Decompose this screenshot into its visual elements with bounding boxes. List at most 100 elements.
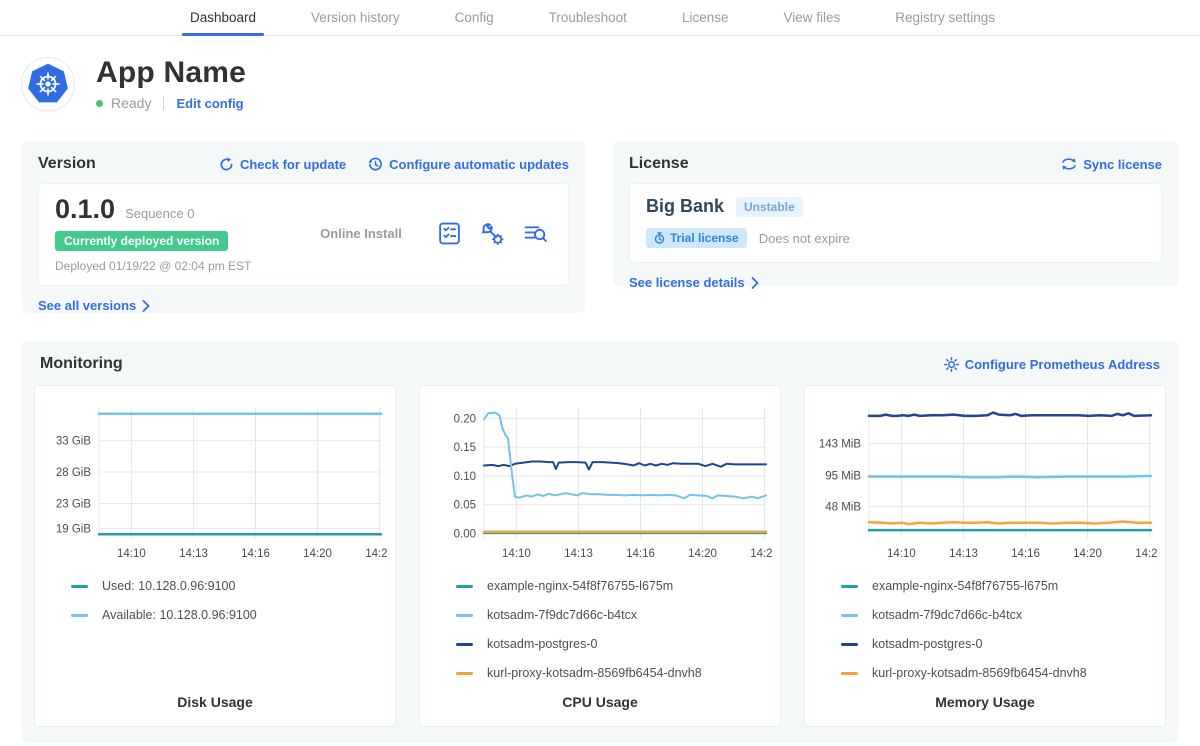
legend-item: kotsadm-postgres-0: [841, 637, 1159, 651]
legend-label: example-nginx-54f8f76755-l675m: [487, 579, 673, 593]
legend-item: kurl-proxy-kotsadm-8569fb6454-dnvh8: [456, 666, 774, 680]
tab-config[interactable]: Config: [455, 0, 494, 35]
legend-swatch: [71, 585, 88, 588]
chevron-right-icon: [142, 300, 150, 312]
legend-item: kurl-proxy-kotsadm-8569fb6454-dnvh8: [841, 666, 1159, 680]
svg-text:14:13: 14:13: [179, 548, 208, 560]
configure-prometheus-link[interactable]: Configure Prometheus Address: [944, 357, 1160, 372]
legend-item: Available: 10.128.0.96:9100: [71, 608, 389, 622]
license-card: License Sync license Big Bank: [613, 141, 1178, 286]
current-version-row: 0.1.0 Sequence 0 Currently deployed vers…: [38, 183, 569, 286]
svg-text:23 GiB: 23 GiB: [56, 498, 91, 510]
currently-deployed-badge: Currently deployed version: [55, 231, 228, 251]
deploy-logs-icon[interactable]: [523, 221, 548, 246]
svg-text:14:16: 14:16: [241, 548, 270, 560]
legend-swatch: [456, 614, 473, 617]
sync-icon: [1061, 157, 1077, 171]
see-license-details-link[interactable]: See license details: [629, 275, 759, 290]
legend-swatch: [841, 672, 858, 675]
svg-text:14:20: 14:20: [688, 548, 717, 560]
legend-label: Available: 10.128.0.96:9100: [102, 608, 257, 622]
version-card: Version Check for update: [22, 141, 585, 313]
tab-registry-settings[interactable]: Registry settings: [895, 0, 995, 35]
legend-swatch: [841, 643, 858, 646]
svg-text:0.05: 0.05: [454, 500, 476, 512]
svg-text:0.00: 0.00: [454, 528, 476, 540]
memory-usage-chart-card: 143 MiB 95 MiB 48 MiB 14:10 14:13 14:16 14:20 1…: [804, 385, 1166, 727]
svg-text:0.10: 0.10: [454, 471, 476, 483]
deployed-timestamp: Deployed 01/19/22 @ 02:04 pm EST: [55, 259, 285, 273]
tab-troubleshoot[interactable]: Troubleshoot: [549, 0, 627, 35]
tab-dashboard[interactable]: Dashboard: [190, 0, 256, 35]
channel-badge: Unstable: [736, 197, 803, 217]
disk-usage-chart: 33 GiB 28 GiB 23 GiB 19 GiB 14:10 14:13 14:16 1…: [41, 396, 389, 569]
cpu-usage-chart: 0.200.150.100.050.0014:1014:1314:1614:20…: [426, 396, 774, 569]
config-wrench-icon[interactable]: [480, 221, 505, 246]
version-card-title: Version: [38, 155, 96, 173]
memory-usage-legend: example-nginx-54f8f76755-l675m kotsadm-7…: [811, 579, 1159, 680]
legend-label: kurl-proxy-kotsadm-8569fb6454-dnvh8: [487, 666, 702, 680]
sync-license-link[interactable]: Sync license: [1061, 157, 1162, 172]
legend-label: example-nginx-54f8f76755-l675m: [872, 579, 1058, 593]
see-all-versions-link[interactable]: See all versions: [38, 298, 150, 313]
configure-automatic-updates-link[interactable]: Configure automatic updates: [368, 157, 569, 172]
svg-text:95 MiB: 95 MiB: [825, 470, 861, 482]
refresh-icon: [219, 157, 234, 172]
expiry-text: Does not expire: [759, 231, 850, 246]
legend-swatch: [456, 585, 473, 588]
svg-text:14:13: 14:13: [949, 548, 978, 560]
memory-usage-chart: 143 MiB 95 MiB 48 MiB 14:10 14:13 14:16 14:20 1…: [811, 396, 1159, 569]
divider: [163, 96, 164, 110]
version-number: 0.1.0: [55, 194, 115, 225]
tab-version-history[interactable]: Version history: [311, 0, 400, 35]
svg-text:14:20: 14:20: [303, 548, 332, 560]
clock-arrow-icon: [368, 157, 383, 172]
svg-text:14:23: 14:23: [750, 548, 772, 560]
legend-item: example-nginx-54f8f76755-l675m: [456, 579, 774, 593]
legend-item: kotsadm-7f9dc7d66c-b4tcx: [456, 608, 774, 622]
legend-label: kotsadm-7f9dc7d66c-b4tcx: [487, 608, 637, 622]
svg-text:14:16: 14:16: [626, 548, 655, 560]
svg-text:143 MiB: 143 MiB: [819, 439, 862, 451]
trial-license-badge: Trial license: [646, 228, 747, 248]
monitoring-title: Monitoring: [40, 355, 123, 373]
tab-license[interactable]: License: [682, 0, 729, 35]
chart-title: Disk Usage: [41, 694, 389, 714]
app-header: App Name Ready Edit config: [22, 56, 1178, 111]
svg-text:14:10: 14:10: [887, 548, 916, 560]
legend-item: Used: 10.128.0.96:9100: [71, 579, 389, 593]
legend-item: example-nginx-54f8f76755-l675m: [841, 579, 1159, 593]
check-for-update-link[interactable]: Check for update: [219, 157, 346, 172]
monitoring-section: Monitoring Configure Prometh: [22, 341, 1178, 743]
svg-text:14:10: 14:10: [502, 548, 531, 560]
svg-text:19 GiB: 19 GiB: [56, 524, 91, 536]
tab-view-files[interactable]: View files: [783, 0, 840, 35]
svg-text:14:20: 14:20: [1073, 548, 1102, 560]
svg-text:14:23: 14:23: [365, 548, 387, 560]
customer-name: Big Bank: [646, 196, 724, 217]
svg-text:48 MiB: 48 MiB: [825, 501, 861, 513]
license-summary-row: Big Bank Unstable Trial l: [629, 183, 1162, 263]
svg-text:14:13: 14:13: [564, 548, 593, 560]
svg-text:33 GiB: 33 GiB: [56, 436, 91, 448]
install-type-label: Online Install: [285, 226, 437, 241]
edit-config-link[interactable]: Edit config: [176, 96, 243, 111]
svg-text:14:23: 14:23: [1135, 548, 1157, 560]
sequence-label: Sequence 0: [125, 206, 194, 221]
preflight-checks-icon[interactable]: [437, 221, 462, 246]
kubernetes-wheel-icon: [25, 61, 71, 107]
legend-swatch: [841, 614, 858, 617]
svg-text:14:16: 14:16: [1011, 548, 1040, 560]
chevron-right-icon: [751, 277, 759, 289]
cpu-usage-chart-card: 0.200.150.100.050.0014:1014:1314:1614:20…: [419, 385, 781, 727]
svg-text:0.15: 0.15: [454, 442, 476, 454]
legend-label: kotsadm-7f9dc7d66c-b4tcx: [872, 608, 1022, 622]
legend-label: kotsadm-postgres-0: [487, 637, 597, 651]
legend-label: kurl-proxy-kotsadm-8569fb6454-dnvh8: [872, 666, 1087, 680]
gear-icon: [944, 357, 959, 372]
legend-item: kotsadm-postgres-0: [456, 637, 774, 651]
svg-text:28 GiB: 28 GiB: [56, 467, 91, 479]
legend-swatch: [456, 672, 473, 675]
svg-text:14:10: 14:10: [117, 548, 146, 560]
cpu-usage-legend: example-nginx-54f8f76755-l675m kotsadm-7…: [426, 579, 774, 680]
